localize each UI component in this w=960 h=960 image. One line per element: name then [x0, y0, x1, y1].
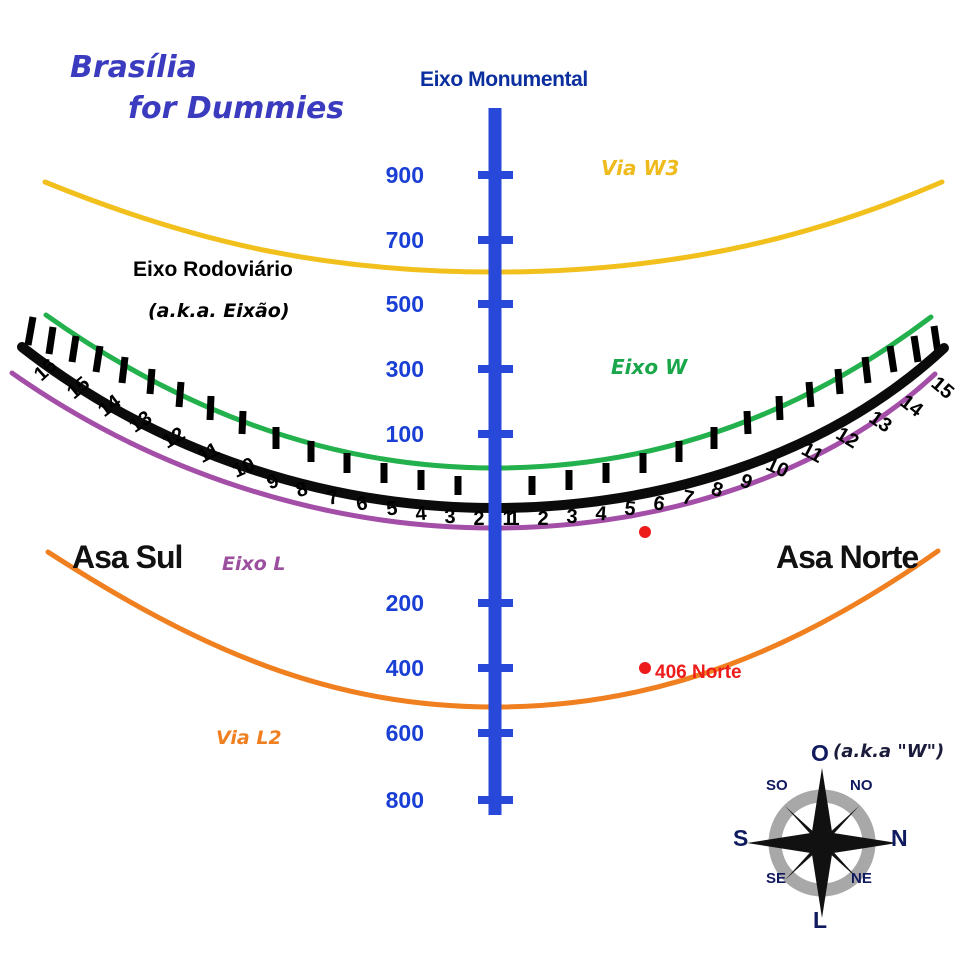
compass-label-sudoeste: SO	[766, 777, 788, 794]
compass-rose-icon	[747, 768, 897, 918]
compass-label-oeste-aka: (a.k.a "W")	[833, 741, 945, 762]
superquadra-south-3: 3	[444, 505, 456, 529]
annotation-406-norte-label: 406 Norte	[655, 662, 742, 683]
asa-norte-label: Asa Norte	[776, 539, 919, 575]
asa-sul-label: Asa Sul	[72, 539, 183, 575]
axis-tick-800: 800	[385, 787, 424, 813]
superquadra-south-4: 4	[414, 502, 428, 526]
eixo-rodoviario-aka: (a.k.a. Eixão)	[148, 300, 290, 322]
superquadra-south-6: 6	[354, 492, 370, 516]
annotation-406-norte-dot-end	[639, 662, 651, 674]
superquadra-north-6: 6	[651, 492, 667, 516]
superquadra-south-2: 2	[473, 507, 485, 531]
axis-tick-900: 900	[385, 162, 424, 188]
axis-tick-300: 300	[385, 356, 424, 382]
eixo-monumental-label: Eixo Monumental	[420, 68, 588, 91]
superquadra-north-1: 1	[508, 508, 520, 530]
via-w3-label: Via W3	[601, 156, 680, 180]
compass-label-sudeste: SE	[766, 870, 787, 887]
compass-label-norte: N	[891, 825, 908, 851]
compass-label-oeste: O	[811, 740, 829, 766]
compass-label-noroeste: NO	[850, 777, 873, 794]
compass-label-sul: S	[733, 825, 749, 851]
via-l2-label: Via L2	[216, 727, 282, 749]
axis-tick-700: 700	[385, 227, 424, 253]
axis-tick-200: 200	[385, 590, 424, 616]
axis-tick-500: 500	[385, 291, 424, 317]
compass-label-leste: L	[813, 907, 828, 933]
eixo-monumental-tickmarks	[478, 171, 513, 804]
eixo-l-label: Eixo L	[222, 553, 286, 575]
eixo-rodoviario-ticks	[24, 316, 942, 497]
eixo-rodoviario-label: Eixo Rodoviário	[133, 258, 293, 281]
page-title-line2: for Dummies	[128, 90, 345, 126]
annotation-406-norte-dot-top	[639, 526, 651, 538]
page-title-line1: Brasília	[70, 50, 197, 85]
axis-tick-100: 100	[385, 421, 424, 447]
axis-tick-600: 600	[385, 720, 424, 746]
compass-label-nordeste: NE	[851, 870, 872, 887]
superquadra-south-5: 5	[385, 497, 399, 521]
axis-tick-400: 400	[385, 655, 424, 681]
superquadra-north-3: 3	[566, 505, 578, 529]
superquadra-north-2: 2	[537, 507, 549, 531]
superquadra-north-4: 4	[594, 502, 608, 526]
eixo-w-label: Eixo W	[611, 355, 688, 379]
superquadra-north-5: 5	[623, 497, 637, 521]
page-title: Brasília for Dummies	[70, 48, 344, 129]
superquadra-south-1: 1	[502, 508, 514, 530]
